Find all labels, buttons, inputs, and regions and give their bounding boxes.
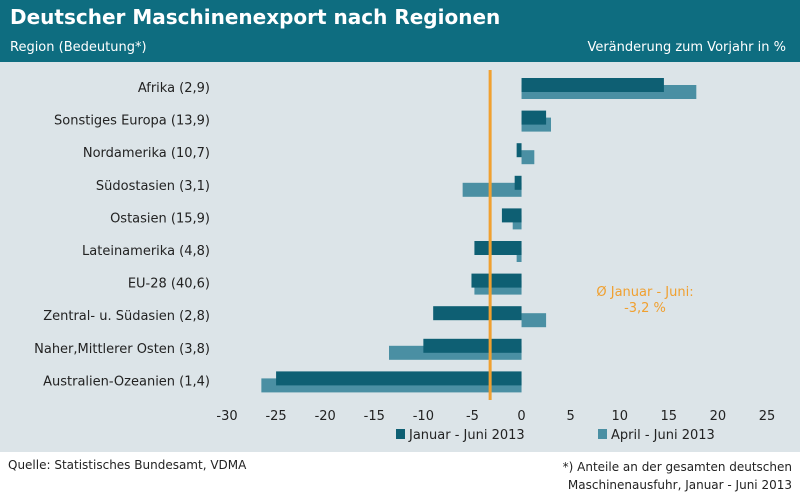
category-label: Naher,Mittlerer Osten (3,8) — [34, 342, 210, 357]
category-label: EU-28 (40,6) — [128, 277, 210, 292]
chart-header: Deutscher Maschinenexport nach Regionen … — [0, 0, 800, 62]
change-axis-caption: Veränderung zum Vorjahr in % — [587, 40, 786, 55]
legend-label-april-juni: April - Juni 2013 — [611, 428, 715, 443]
x-tick-label: 20 — [710, 409, 727, 424]
x-tick-label: -30 — [216, 409, 237, 424]
bar-april-juni — [521, 313, 547, 328]
x-tick-label: -20 — [315, 409, 336, 424]
category-label: Lateinamerika (4,8) — [82, 244, 210, 259]
bar-januar-juni — [423, 338, 522, 353]
legend-label-januar-juni: Januar - Juni 2013 — [408, 428, 525, 443]
bar-januar-juni — [474, 241, 522, 255]
x-tick-label: -25 — [265, 409, 286, 424]
bar-januar-juni — [514, 175, 522, 190]
x-tick-label: 10 — [611, 409, 628, 424]
footnote: *) Anteile an der gesamten deutschen Mas… — [563, 458, 792, 494]
bar-januar-juni — [501, 208, 522, 223]
bar-januar-juni — [521, 78, 664, 92]
source-note: Quelle: Statistisches Bundesamt, VDMA — [8, 458, 247, 472]
bar-januar-juni — [521, 110, 547, 125]
region-axis-caption: Region (Bedeutung*) — [10, 40, 147, 55]
bar-chart: Afrika (2,9) Sonstiges Europa (13,9) Norda… — [34, 70, 776, 443]
average-label: Ø Januar - Juni: — [596, 285, 693, 300]
category-label: Australien-Ozeanien (1,4) — [43, 374, 210, 389]
footnote-line-1: *) Anteile an der gesamten deutschen — [562, 460, 792, 474]
category-label: Afrika (2,9) — [138, 81, 210, 96]
x-tick-label: 5 — [566, 409, 574, 424]
bar-april-juni — [521, 150, 535, 165]
category-label: Sonstiges Europa (13,9) — [54, 114, 210, 129]
average-value-label: -3,2 % — [624, 301, 666, 316]
x-tick-label: 25 — [759, 409, 776, 424]
bar-januar-juni — [516, 143, 522, 158]
x-tick-label: -5 — [466, 409, 479, 424]
bar-januar-juni — [276, 371, 522, 386]
x-tick-label: 0 — [517, 409, 525, 424]
category-label: Ostasien (15,9) — [110, 211, 210, 226]
legend-swatch-januar-juni — [396, 429, 405, 439]
footnote-line-2: Maschinenausfuhr, Januar - Juni 2013 — [567, 478, 792, 492]
x-tick-label: -10 — [413, 409, 434, 424]
x-tick-label: -15 — [364, 409, 385, 424]
bar-januar-juni — [471, 273, 522, 288]
x-tick-label: 15 — [661, 409, 678, 424]
category-label: Nordamerika (10,7) — [83, 146, 210, 161]
bar-januar-juni — [433, 306, 522, 321]
legend-swatch-april-juni — [598, 429, 607, 439]
category-label: Südostasien (3,1) — [96, 179, 210, 194]
chart-title: Deutscher Maschinenexport nach Regionen — [10, 5, 501, 29]
category-label: Zentral- u. Südasien (2,8) — [43, 309, 210, 324]
bar-april-juni — [462, 182, 522, 197]
